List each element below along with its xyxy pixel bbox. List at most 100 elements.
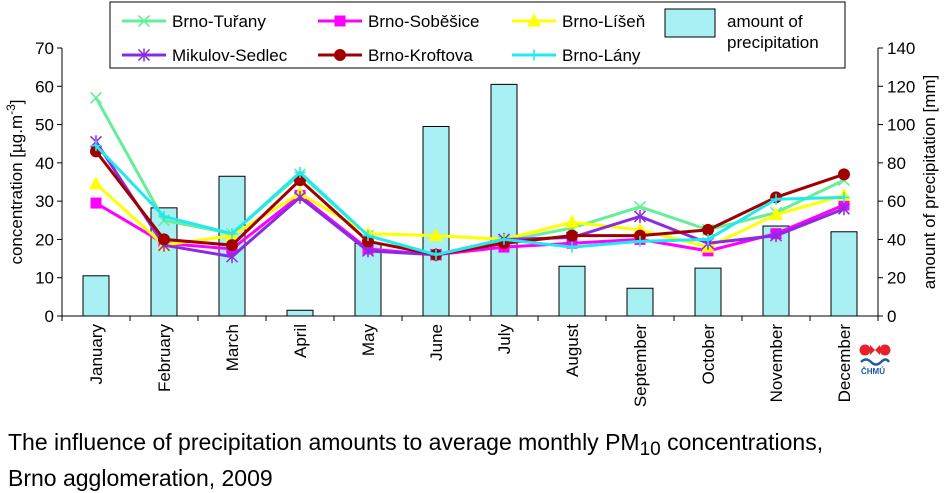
legend-marker (137, 48, 151, 62)
series-point (770, 193, 782, 205)
series-plus (90, 140, 850, 261)
precipitation-bar (150, 207, 178, 317)
series-point (90, 197, 102, 209)
precipitation-bar (830, 231, 858, 317)
series-point (633, 200, 647, 213)
right-tick-label: 20 (887, 269, 906, 288)
precipitation-bar (490, 83, 518, 317)
y-axis-title: concentration [µg.m-3] (4, 99, 26, 264)
legend-entry: Brno-Lány (512, 46, 641, 65)
x-tick-label: November (767, 324, 786, 403)
series-point (498, 233, 510, 245)
legend-marker (334, 49, 346, 61)
legend-label: Brno-Kroftova (368, 46, 473, 65)
series-point (226, 228, 238, 240)
legend-marker (334, 15, 346, 27)
series-point (158, 210, 170, 222)
right-tick-label: 140 (887, 39, 915, 58)
left-tick-label: 40 (35, 154, 54, 173)
series-line (94, 144, 845, 257)
legend-bar-swatch (664, 8, 716, 38)
series-point (702, 223, 714, 236)
series-point (565, 214, 579, 228)
logo-text: ČHMÚ (861, 367, 885, 376)
precipitation-bars (82, 83, 858, 317)
series-point (294, 166, 306, 178)
series-point (90, 140, 102, 152)
legend-entry: Mikulov-Sedlec (122, 46, 288, 65)
left-tick-label: 0 (45, 307, 54, 326)
legend-label: Brno-Soběšice (368, 12, 480, 31)
series-point (158, 233, 170, 246)
x-tick-label: August (563, 324, 582, 377)
left-tick-label: 60 (35, 77, 54, 96)
x-tick-label: July (495, 324, 514, 355)
series-line (94, 150, 845, 257)
series-point (634, 235, 646, 247)
legend-label: Brno-Tuřany (172, 12, 266, 31)
x-tick-label: September (631, 324, 650, 407)
legend-label: Mikulov-Sedlec (172, 46, 288, 65)
left-tick-label: 50 (35, 116, 54, 135)
legend-box (109, 1, 846, 69)
x-tick-label: May (359, 324, 378, 357)
axes: 0 10 20 30 40 50 60 70 0 20 40 60 80 100 120 140 January… (4, 39, 939, 407)
x-tick-label: January (87, 324, 106, 385)
right-tick-label: 0 (887, 307, 896, 326)
legend-marker (527, 13, 541, 27)
right-tick-label: 80 (887, 154, 906, 173)
legend-entry: Brno-Tuřany (122, 12, 266, 31)
x-tick-label: October (699, 324, 718, 385)
series-point (769, 229, 783, 243)
caption-line2: Brno agglomeration, 2009 (8, 465, 273, 491)
series-point (838, 191, 850, 203)
legend-entry: Brno-Soběšice (318, 12, 480, 31)
y2-axis-title: amount of precipitation [mm] (920, 75, 939, 289)
legend-entry: Brno-Kroftova (318, 46, 473, 65)
left-tick-label: 10 (35, 269, 54, 288)
legend-marker (528, 49, 540, 61)
series-point (566, 229, 578, 242)
left-tick-label: 30 (35, 192, 54, 211)
precipitation-bar (694, 267, 722, 317)
series-lines (89, 91, 851, 264)
series-point (225, 250, 239, 264)
precipitation-bar (422, 125, 450, 317)
series-point (226, 239, 238, 252)
legend-bar-label: amount of (727, 12, 803, 31)
caption-line1-end: concentrations, (660, 429, 824, 455)
right-tick-label: 100 (887, 116, 915, 135)
precipitation-bar (626, 287, 654, 317)
x-tick-label: March (223, 324, 242, 371)
caption-subscript: 10 (639, 439, 661, 460)
chart-caption: The influence of precipitation amounts t… (8, 428, 823, 493)
legend-bar-label: precipitation (727, 33, 819, 52)
series-point (838, 168, 850, 181)
precipitation-bar (286, 309, 314, 317)
legend-entry: Brno-Líšeň (512, 12, 645, 31)
series-point (430, 249, 442, 261)
left-tick-label: 20 (35, 230, 54, 249)
right-tick-label: 40 (887, 230, 906, 249)
legend-marker (137, 14, 151, 28)
series-point (566, 241, 578, 253)
x-tick-label: April (291, 324, 310, 358)
chmu-logo-icon (859, 344, 891, 366)
series-point (89, 176, 103, 190)
x-tick-label: December (835, 324, 854, 403)
series-point (89, 91, 103, 104)
precipitation-bar (558, 265, 586, 317)
series-point (633, 209, 647, 223)
series-circle (90, 145, 850, 261)
series-point (362, 230, 374, 242)
series-line (95, 193, 845, 257)
series-line (94, 182, 845, 249)
x-tick-label: June (427, 324, 446, 361)
series-point (634, 229, 646, 242)
series-point (769, 207, 783, 221)
series-point (293, 190, 307, 204)
legend-entry-bars: amount of precipitation (664, 8, 819, 52)
x-tick-label: February (155, 324, 174, 393)
series-point (837, 202, 851, 216)
